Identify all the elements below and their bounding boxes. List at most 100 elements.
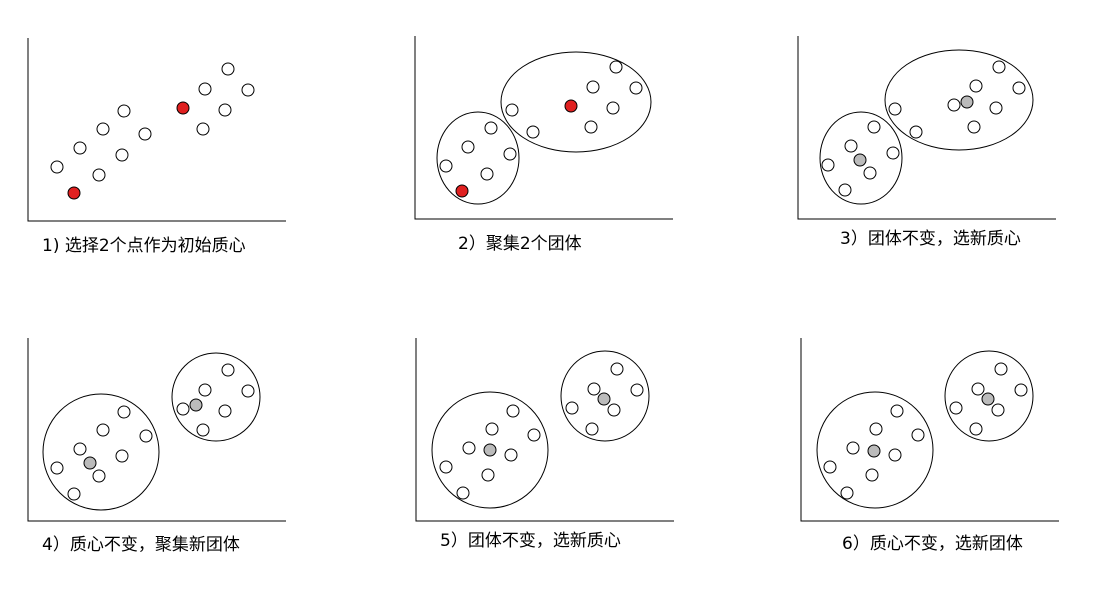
data-point (840, 486, 854, 500)
points (439, 60, 643, 198)
data-point (991, 403, 1005, 417)
data-point (439, 460, 453, 474)
cluster-boundary (560, 350, 650, 442)
data-point (609, 60, 623, 74)
data-point (115, 449, 129, 463)
new-centroid (960, 95, 974, 109)
data-point (585, 422, 599, 436)
data-point (890, 404, 904, 418)
data-point (462, 441, 476, 455)
cluster-boundary (436, 111, 520, 205)
data-point (50, 461, 64, 475)
data-point (504, 448, 518, 462)
data-point (1014, 383, 1028, 397)
data-point (439, 159, 453, 173)
data-point (888, 448, 902, 462)
data-point (73, 141, 87, 155)
cluster-boundary (819, 111, 903, 205)
axes (27, 38, 286, 222)
data-point (565, 401, 579, 415)
data-point (221, 62, 235, 76)
data-point (846, 441, 860, 455)
points (823, 362, 1028, 500)
data-point (823, 460, 837, 474)
data-point (506, 404, 520, 418)
data-point (526, 125, 540, 139)
data-point (241, 384, 255, 398)
data-point (610, 362, 624, 376)
data-point (485, 422, 499, 436)
cluster-boundary (816, 391, 934, 509)
data-point (139, 429, 153, 443)
new-centroid (597, 392, 611, 406)
axes (27, 338, 286, 522)
data-point (221, 363, 235, 377)
data-point (989, 101, 1003, 115)
data-point (218, 103, 232, 117)
data-point (911, 428, 925, 442)
data-point (96, 122, 110, 136)
panel-6: 6）质心不变，选新团体 (800, 338, 1059, 554)
cluster-boundary (884, 49, 1034, 151)
data-point (527, 428, 541, 442)
points (821, 60, 1026, 197)
data-point (117, 405, 131, 419)
data-point (909, 125, 923, 139)
data-point (869, 422, 883, 436)
panel-3: 3）团体不变，选新质心 (797, 36, 1056, 249)
initial-centroid (67, 186, 81, 200)
data-point (198, 383, 212, 397)
data-point (503, 147, 517, 161)
data-point (867, 120, 881, 134)
data-point (117, 104, 131, 118)
panel-caption: 4）质心不变，聚集新团体 (42, 535, 240, 555)
centroid (981, 392, 995, 406)
data-point (67, 487, 81, 501)
data-point (969, 79, 983, 93)
data-point (844, 139, 858, 153)
new-centroid (483, 443, 497, 457)
data-point (967, 120, 981, 134)
data-point (584, 120, 598, 134)
panel-caption: 6）质心不变，选新团体 (842, 534, 1023, 554)
cluster-boundary (42, 393, 160, 511)
data-point (484, 121, 498, 135)
centroid (189, 398, 203, 412)
centroid (455, 184, 469, 198)
data-point (196, 423, 210, 437)
data-point (888, 102, 902, 116)
data-point (992, 60, 1006, 74)
data-point (456, 486, 470, 500)
centroid (83, 456, 97, 470)
data-point (886, 146, 900, 160)
centroid (564, 99, 578, 113)
data-point (480, 167, 494, 181)
points (50, 62, 255, 200)
data-point (587, 382, 601, 396)
data-point (461, 140, 475, 154)
data-point (821, 158, 835, 172)
axes (797, 36, 1056, 220)
data-point (863, 166, 877, 180)
cluster-boundary (431, 391, 549, 509)
panel-5: 5）团体不变，选新质心 (415, 338, 674, 551)
data-point (606, 101, 620, 115)
points (50, 363, 255, 501)
data-point (73, 442, 87, 456)
panel-caption: 1) 选择2个点作为初始质心 (42, 236, 246, 256)
data-point (50, 160, 64, 174)
data-point (505, 103, 519, 117)
panel-2: 2）聚集2个团体 (414, 36, 673, 254)
data-point (218, 404, 232, 418)
initial-centroid (176, 101, 190, 115)
data-point (607, 403, 621, 417)
data-point (586, 80, 600, 94)
data-point (92, 469, 106, 483)
data-point (96, 423, 110, 437)
data-point (241, 83, 255, 97)
new-centroid (853, 153, 867, 167)
panel-caption: 2）聚集2个团体 (458, 234, 582, 254)
axes (415, 338, 674, 522)
data-point (1012, 81, 1026, 95)
